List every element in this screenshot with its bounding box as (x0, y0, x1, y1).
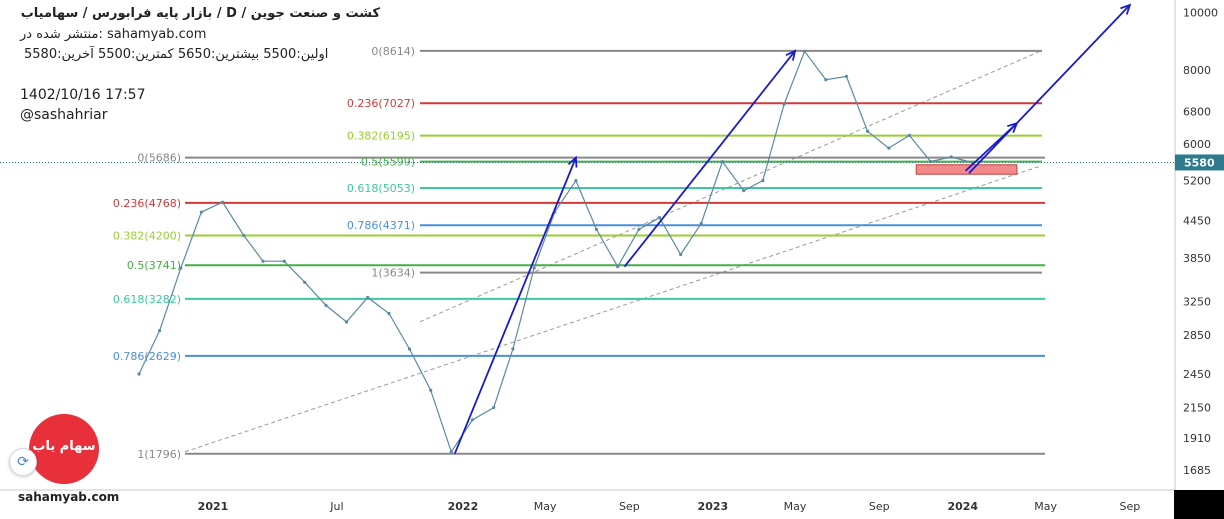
y-tick-label: 1685 (1183, 464, 1211, 477)
price-point (907, 133, 911, 137)
price-point (824, 78, 828, 82)
author-handle: @sashahriar (20, 107, 108, 123)
x-tick-label: 2021 (198, 500, 229, 513)
price-point (594, 227, 599, 232)
trend-line-upper (419, 50, 1041, 323)
y-tick-label: 3850 (1183, 252, 1211, 265)
y-tick-label: 1910 (1183, 432, 1211, 445)
price-point (324, 303, 328, 307)
price-point (511, 347, 515, 351)
fib-level-label: 0.382(4200) (113, 229, 181, 242)
chart-title: کشت و صنعت جوین / D / بازار پایه فرابورس… (20, 6, 380, 21)
x-tick-label: May (1034, 500, 1057, 513)
fib-level-label: 0(5686) (137, 152, 181, 165)
price-point (761, 178, 765, 183)
x-tick-label: Sep (869, 500, 890, 513)
price-point (803, 49, 807, 53)
price-point (137, 372, 141, 376)
price-point (179, 266, 183, 270)
x-tick-label: Sep (1120, 500, 1141, 513)
corner-box (1174, 490, 1224, 519)
logo-text: سهام یاب (32, 439, 96, 454)
price-point (407, 347, 412, 351)
arrow-projection-long (968, 4, 1131, 174)
x-tick-label: Sep (619, 500, 640, 513)
x-tick-label: Jul (329, 500, 343, 513)
y-tick-label: 5200 (1183, 175, 1211, 188)
fib-level-label: 1(3634) (371, 267, 415, 280)
price-point (242, 233, 246, 238)
price-point (616, 265, 620, 269)
price-point (844, 74, 848, 78)
y-tick-label: 8000 (1183, 64, 1211, 77)
fib-level-label: 0.786(4371) (347, 219, 415, 232)
fib-level-label: 0.5(3741) (127, 259, 181, 272)
price-point (532, 266, 536, 270)
price-point (470, 418, 475, 422)
y-tick-label: 2450 (1183, 368, 1211, 381)
price-point (303, 280, 307, 284)
price-point (387, 311, 391, 316)
price-point (679, 252, 683, 257)
price-point (657, 216, 662, 220)
price-point (866, 129, 870, 133)
price-point (344, 320, 349, 324)
price-point (449, 450, 453, 454)
brand-logo: سهام یاب (29, 414, 99, 484)
y-tick-label: 6800 (1183, 106, 1211, 119)
published-on: منتشر شده در: sahamyab.com (20, 27, 207, 42)
price-point (782, 102, 786, 106)
fib-level-label: 0.236(7027) (347, 97, 415, 110)
x-tick-label: May (784, 500, 807, 513)
price-point (282, 259, 286, 263)
price-point (887, 146, 891, 150)
fib-level-label: 0.236(4768) (113, 197, 181, 210)
fib-level-label: 0(8614) (371, 45, 415, 58)
price-point (157, 329, 162, 333)
y-tick-label: 6000 (1183, 138, 1211, 151)
fib-level-label: 0.618(5053) (347, 182, 415, 195)
price-point (429, 388, 433, 392)
y-tick-label: 2850 (1183, 329, 1211, 342)
price-point (574, 178, 578, 183)
last-price-label: 5580 (1184, 156, 1215, 169)
price-point (949, 155, 953, 159)
arrow-projection-long-head (1120, 3, 1132, 15)
arrow-rally-1 (453, 157, 577, 455)
ohlc-readout: اولین:5500 بیشترین:5650 کمترین:5500 آخری… (24, 47, 329, 62)
arrow-rally-1-head (567, 155, 578, 168)
fib-level-label: 1(1796) (137, 448, 181, 461)
price-point (929, 159, 933, 164)
y-tick-label: 2150 (1183, 402, 1211, 415)
arrow-rally-2 (623, 50, 796, 268)
site-watermark: sahamyab.com (18, 490, 120, 504)
refresh-icon[interactable]: ⟳ (9, 448, 37, 476)
price-point (637, 227, 641, 232)
x-tick-label: May (534, 500, 557, 513)
arrow-rally-2-head (785, 49, 797, 61)
price-point (199, 210, 203, 214)
price-point (220, 200, 225, 204)
y-tick-label: 10000 (1183, 7, 1218, 20)
fib-level-label: 0.618(3282) (113, 293, 181, 306)
price-point (699, 221, 703, 226)
y-tick-label: 3250 (1183, 295, 1211, 308)
timestamp: 1402/10/16 17:57 (20, 87, 146, 103)
price-point (492, 405, 496, 410)
x-tick-label: 2024 (947, 500, 978, 513)
price-point (366, 295, 370, 300)
x-tick-label: 2022 (448, 500, 479, 513)
price-point (742, 189, 746, 193)
x-tick-label: 2023 (698, 500, 729, 513)
trend-line-lower (184, 165, 1041, 453)
fib-level-label: 0.382(6195) (347, 130, 415, 143)
price-point (261, 259, 265, 263)
price-series-line (138, 50, 973, 454)
y-tick-label: 4450 (1183, 215, 1211, 228)
last-price-tag (1175, 154, 1224, 171)
